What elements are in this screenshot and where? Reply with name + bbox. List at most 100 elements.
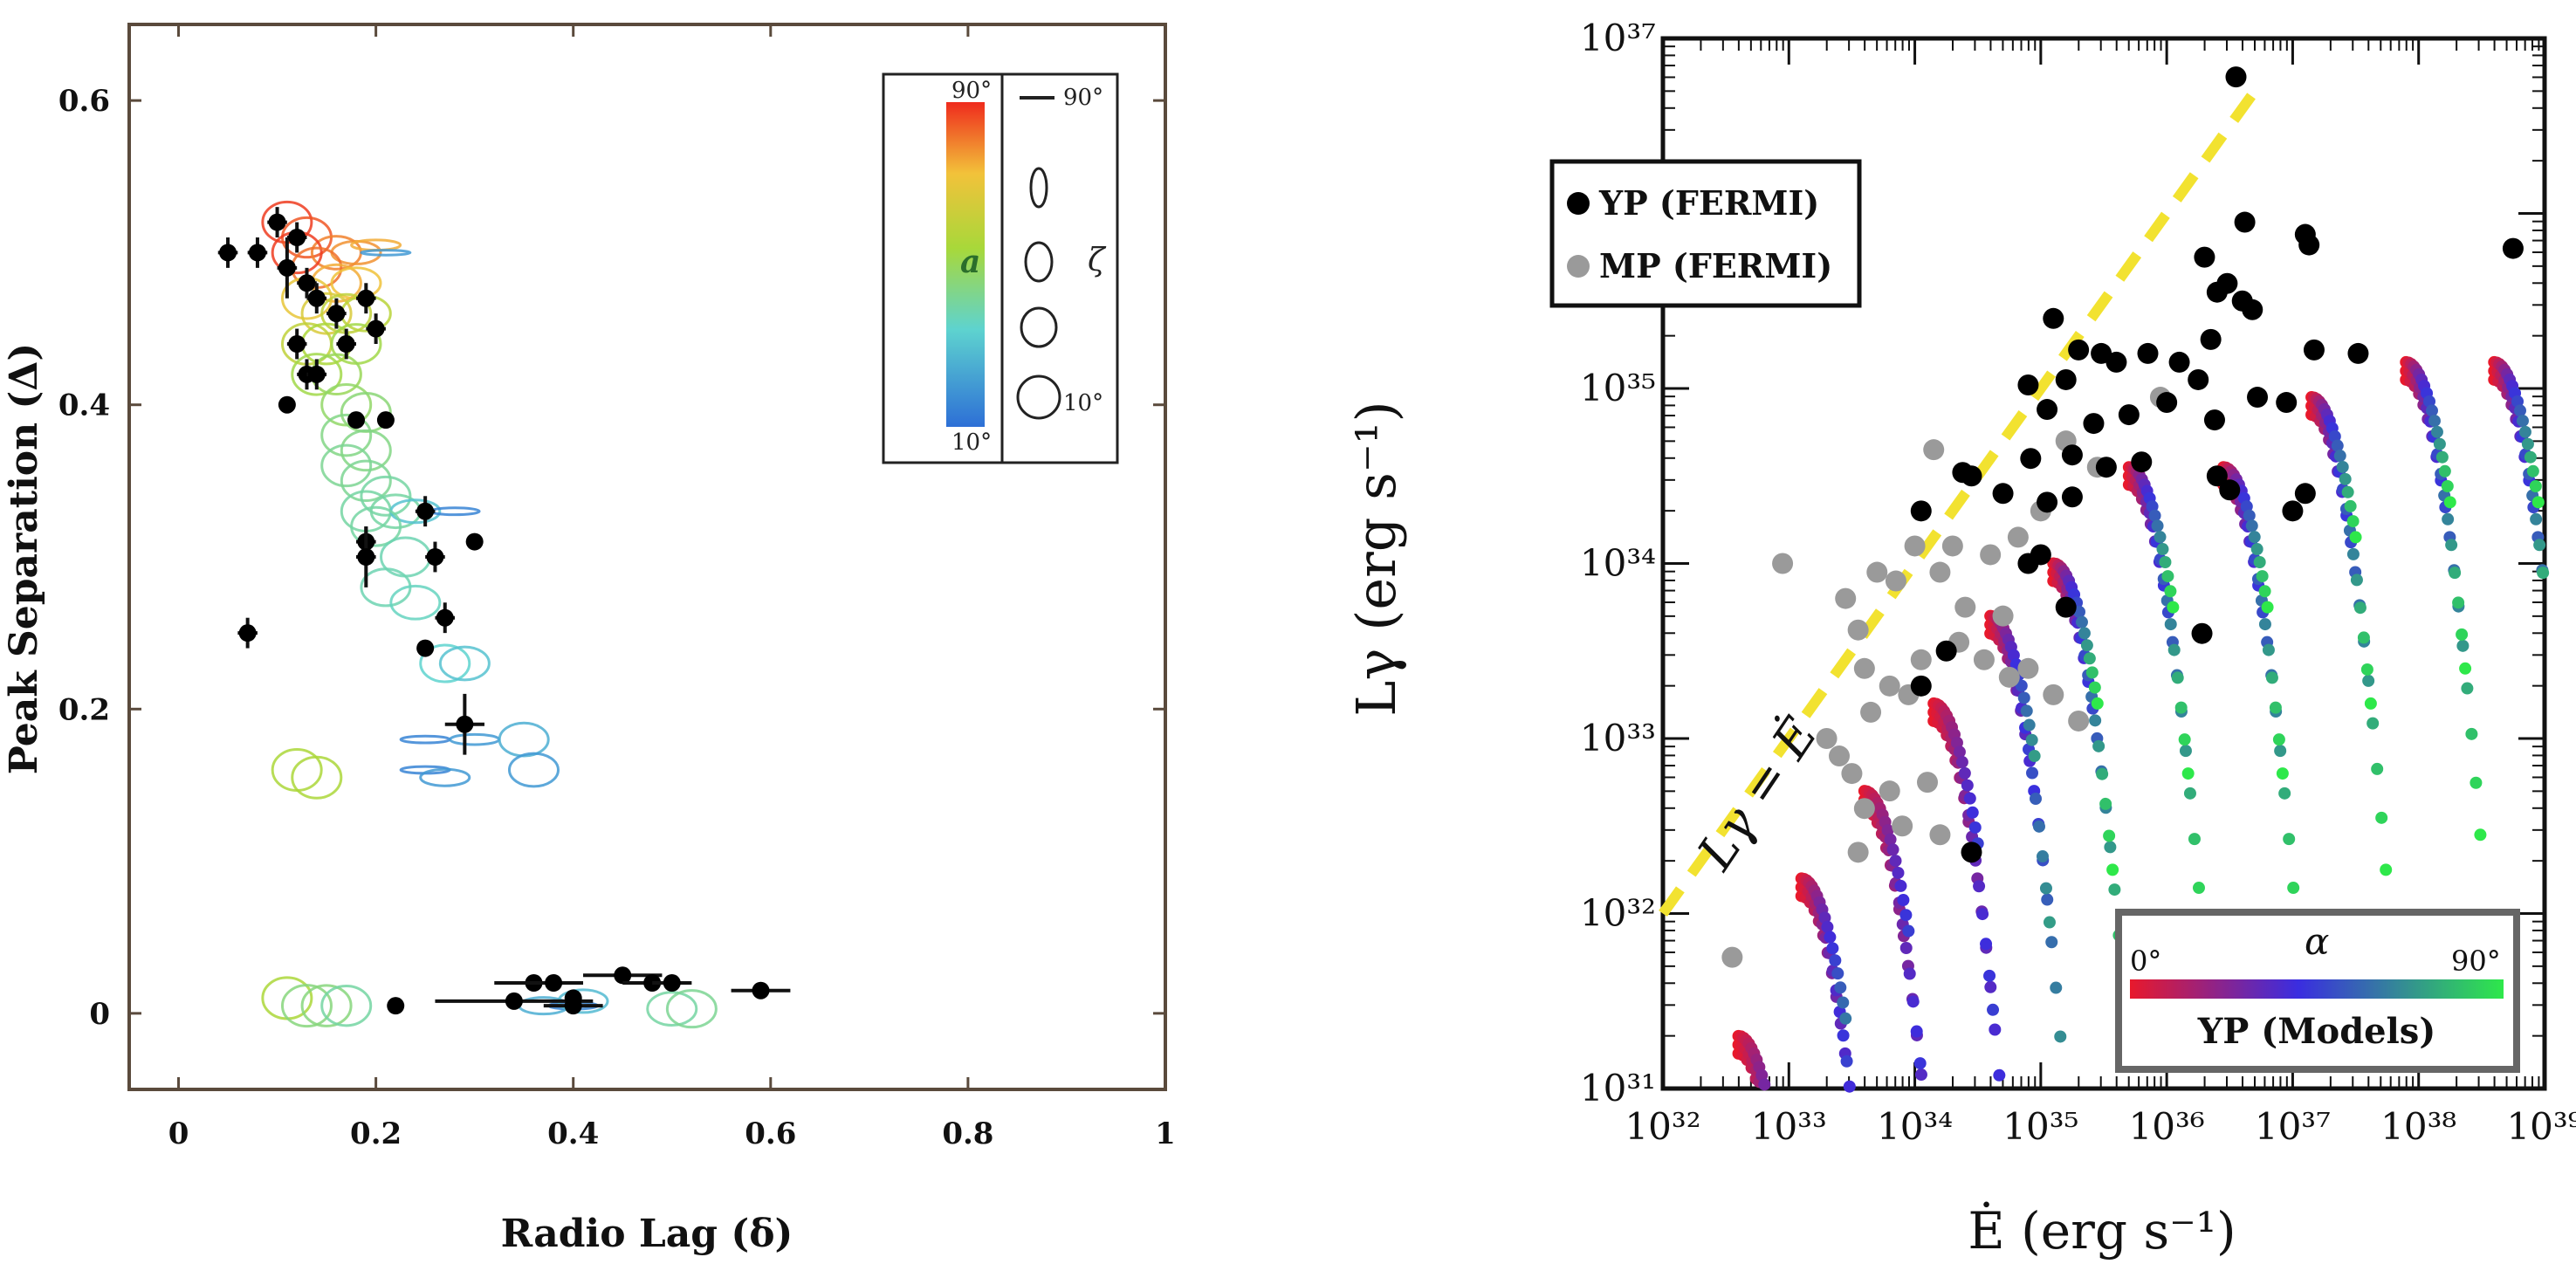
mp-fermi-point	[1910, 649, 1932, 670]
a-symbol: a	[960, 244, 980, 280]
mp-fermi-point	[1917, 772, 1938, 793]
model-point	[1987, 1003, 2000, 1016]
mp-fermi-point	[1879, 675, 1900, 697]
model-point	[2371, 762, 2384, 775]
yp-fermi-point	[2206, 281, 2228, 303]
yp-fermi-point	[2219, 479, 2241, 501]
model-point	[2339, 472, 2352, 485]
mp-fermi-point	[2068, 710, 2090, 732]
model-point	[2433, 437, 2446, 450]
yp-fermi-point	[2303, 339, 2325, 361]
model-point	[2474, 828, 2487, 842]
model-point	[2253, 556, 2266, 569]
model-point	[2350, 574, 2363, 587]
model-point	[1906, 995, 1920, 1008]
model-point	[2026, 766, 2039, 780]
mp-fermi-point	[1998, 666, 2020, 688]
right-y-tick-label: 10³⁷	[1580, 17, 1656, 59]
yp-fermi-point	[2282, 500, 2304, 522]
mp-fermi-point	[1721, 946, 1743, 968]
model-point	[2148, 509, 2161, 522]
model-point	[1976, 908, 1989, 921]
left-x-tick-label: 0.2	[350, 1116, 402, 1151]
observed-point	[278, 258, 296, 277]
model-point	[2050, 981, 2063, 994]
model-point	[1961, 779, 1974, 792]
model-point	[2533, 539, 2546, 552]
yp-fermi-point	[1952, 462, 1974, 484]
model-point	[1903, 967, 1916, 980]
observed-point	[307, 289, 326, 307]
model-point	[2442, 512, 2455, 526]
model-point	[2083, 652, 2096, 665]
model-point	[1958, 766, 1971, 780]
model-point	[1840, 1054, 1853, 1068]
left-y-tick-label: 0	[89, 997, 110, 1032]
model-point	[2245, 519, 2258, 532]
yp-fermi-point	[1992, 483, 2014, 505]
mp-fermi-point	[1853, 798, 1875, 820]
model-point	[1984, 980, 1997, 993]
model-point	[2030, 792, 2043, 805]
model-point	[2459, 662, 2472, 675]
zeta-top-label: 90°	[1063, 85, 1103, 111]
yp-fermi-label: YP (FERMI)	[1598, 183, 1819, 223]
model-point	[2524, 450, 2537, 464]
yp-fermi-point	[2055, 368, 2077, 390]
left-x-tick-label: 0	[168, 1116, 189, 1151]
model-point	[1897, 894, 1910, 907]
l-equals-edot-line	[1659, 79, 2266, 917]
observed-point	[416, 502, 435, 520]
model-point	[2092, 739, 2105, 752]
model-point	[2526, 464, 2539, 477]
model-point	[2167, 643, 2181, 656]
mp-fermi-point	[1860, 701, 1882, 723]
model-point	[2088, 681, 2101, 694]
yp-fermi-point	[2247, 387, 2269, 409]
model-point	[1837, 996, 1850, 1009]
right-chart: 10³² 10³³ 10³⁴ 10³⁵ 10³⁶ 10³⁷ 10³⁸ 10³⁹10³¹10³²…	[1344, 17, 2576, 1261]
model-point	[1953, 745, 1966, 759]
model-point	[2179, 745, 2192, 758]
observed-point	[307, 365, 326, 383]
mp-fermi-point	[1853, 657, 1875, 679]
right-legend: YP (FERMI) MP (FERMI)	[1549, 159, 1862, 308]
model-point	[2353, 601, 2366, 615]
model-point	[2441, 480, 2454, 493]
model-point	[2039, 882, 2052, 895]
yp-fermi-point	[2234, 211, 2256, 233]
observed-point	[238, 624, 257, 642]
yp-fermi-point	[1961, 842, 1982, 863]
yp-fermi-point	[2137, 342, 2159, 364]
model-ellipse	[389, 584, 442, 621]
model-point	[2054, 1030, 2067, 1043]
yp-fermi-point	[2194, 246, 2215, 268]
model-point	[2192, 882, 2205, 895]
model-point	[2269, 701, 2282, 714]
mp-fermi-point	[1980, 544, 2002, 566]
model-point	[2283, 833, 2296, 846]
alpha-legend-label: YP (Models)	[2197, 1011, 2436, 1052]
model-point	[2423, 395, 2436, 408]
right-y-tick-label: 10³⁴	[1580, 542, 1656, 585]
right-y-tick-label: 10³¹	[1580, 1067, 1656, 1109]
model-point	[2349, 531, 2362, 544]
model-point	[2360, 663, 2373, 676]
model-point	[2530, 512, 2543, 526]
right-x-tick-label: 10³²	[1625, 1105, 1700, 1148]
model-point	[2028, 750, 2041, 763]
model-point	[2025, 733, 2038, 746]
left-chart: 0 0.2 0.4 0.6 0.8 1 0 0.2 0.4 0.6 90° 10° a 90° 1…	[2, 23, 1176, 1256]
right-x-tick-label: 10³⁸	[2380, 1105, 2456, 1148]
observed-point	[288, 229, 306, 246]
observed-point	[248, 244, 266, 262]
model-point	[2521, 437, 2534, 450]
model-point	[2328, 429, 2341, 443]
model-point	[1755, 1068, 1769, 1082]
mp-fermi-point	[1835, 587, 1857, 609]
model-ellipse	[665, 989, 718, 1029]
mp-fermi-point	[1929, 824, 1951, 846]
model-point	[1902, 924, 1915, 938]
model-point	[2240, 500, 2253, 513]
alpha-left-label: 0°	[2130, 945, 2161, 978]
